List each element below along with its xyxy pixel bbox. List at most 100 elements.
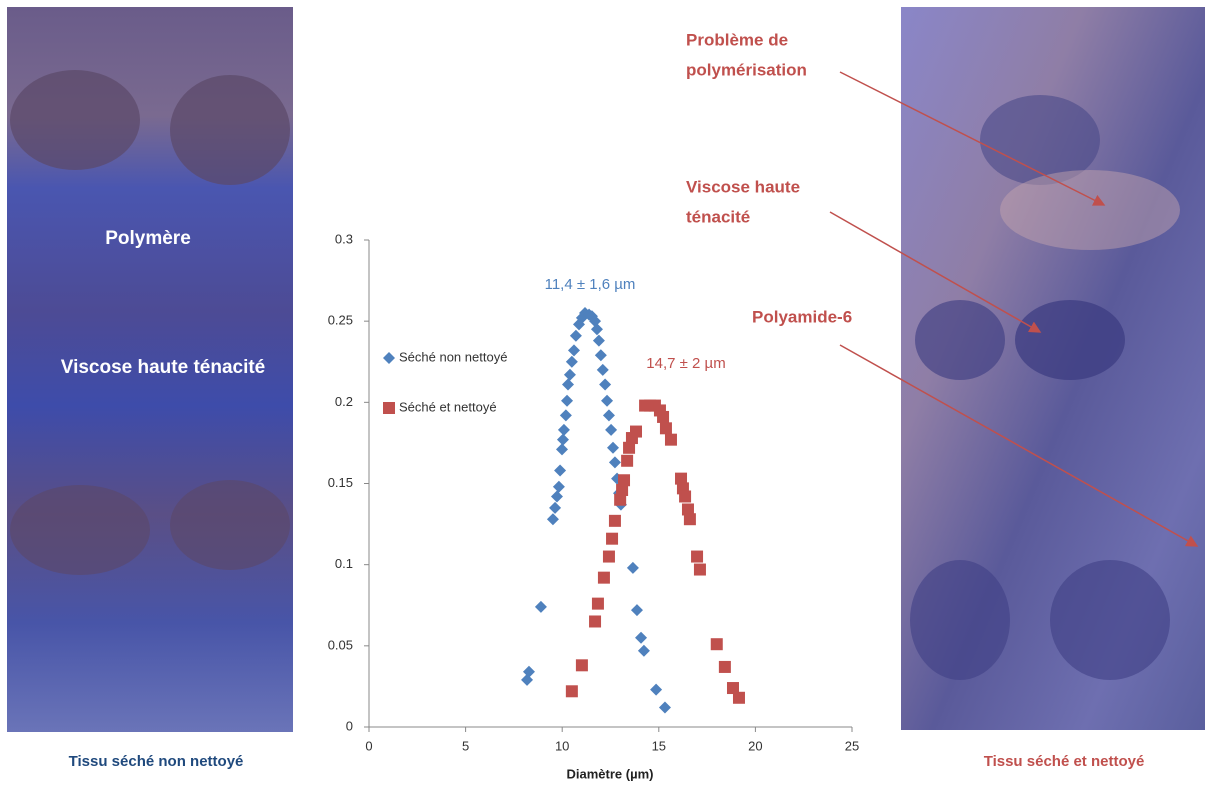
point [630,604,643,617]
point [596,363,609,376]
point [546,513,559,526]
point [718,660,731,673]
point [605,423,618,436]
x-tick-label: 15 [652,738,666,753]
point [616,483,629,496]
point [569,329,582,342]
point [726,682,739,695]
fiber [170,480,290,570]
point [710,638,723,651]
y-tick-label: 0.1 [335,556,353,571]
point [683,513,696,526]
point [657,410,670,423]
point [521,673,534,686]
point [623,441,636,454]
point [664,433,677,446]
point [658,701,671,714]
fiber [980,95,1100,185]
point [693,563,706,576]
point [608,514,621,527]
point [608,456,621,469]
point [589,615,602,628]
legend-label: Séché et nettoyé [399,399,497,414]
fiber [1015,300,1125,380]
point [590,323,603,336]
x-tick-label: 0 [365,738,372,753]
point [602,550,615,563]
fiber [10,485,150,575]
point [681,503,694,516]
point [618,474,631,487]
x-tick-label: 5 [462,738,469,753]
point [614,493,627,506]
point [602,409,615,422]
point [534,600,547,613]
point [565,685,578,698]
y-tick-label: 0.15 [328,475,353,490]
point [591,597,604,610]
y-tick-label: 0 [346,718,353,733]
point [522,665,535,678]
point [621,454,634,467]
x-tick-label: 10 [555,738,569,753]
y-tick-label: 0.3 [335,231,353,246]
image-caption: Tissu séché et nettoyé [984,753,1145,770]
image-caption: Tissu séché non nettoyé [69,753,244,770]
point [637,644,650,657]
point [732,691,745,704]
x-tick-label: 25 [845,738,859,753]
point [597,571,610,584]
legend-label: Séché non nettoyé [399,349,507,364]
annotation: Polyamide-6 [752,307,852,326]
polymer [1000,170,1180,250]
fiber [910,560,1010,680]
fiber [915,300,1005,380]
point [567,344,580,357]
arrow [839,71,1106,206]
point [557,423,570,436]
annotation: Viscose haute [686,177,800,196]
point [679,490,692,503]
point [575,659,588,672]
point [650,683,663,696]
legend-marker [383,402,395,414]
point [561,394,574,407]
point [594,349,607,362]
point [559,409,572,422]
point [659,422,672,435]
point [550,490,563,503]
point [675,472,688,485]
arrow [829,211,1042,333]
annotation: Problème de [686,30,788,49]
annotation: 11,4 ± 1,6 µm [545,276,636,293]
point [563,368,576,381]
x-tick-label: 20 [748,738,762,753]
point [549,501,562,514]
point [626,561,639,574]
point [565,355,578,368]
point [601,394,614,407]
x-axis-label: Diamètre (µm) [567,766,654,781]
point [589,315,602,328]
fiber [10,70,140,170]
y-tick-label: 0.05 [328,637,353,652]
point [561,378,574,391]
image-label: Viscose haute ténacité [61,357,266,378]
fiber [170,75,290,185]
annotation: 14,7 ± 2 µm [646,355,725,372]
annotation: ténacité [686,207,750,226]
point [635,631,648,644]
point [552,480,565,493]
y-tick-label: 0.2 [335,394,353,409]
point [556,433,569,446]
point [592,334,605,347]
point [606,532,619,545]
point [556,443,569,456]
y-tick-label: 0.25 [328,313,353,328]
arrow [839,344,1199,547]
legend-marker [383,352,395,364]
image-label: Polymère [105,228,191,249]
point [691,550,704,563]
point [599,378,612,391]
